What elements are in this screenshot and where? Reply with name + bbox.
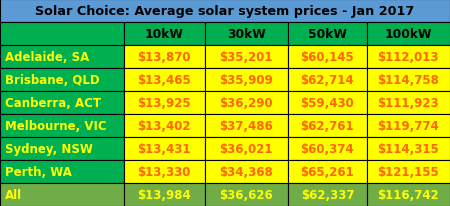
Text: $114,758: $114,758 [378,74,439,87]
Text: 10kW: 10kW [145,28,184,41]
Bar [0,69,124,91]
Bar [124,137,205,160]
Text: $36,626: $36,626 [220,188,273,201]
Text: $111,923: $111,923 [378,97,439,109]
Bar [0,160,124,183]
Bar [288,115,367,137]
Text: $36,021: $36,021 [220,142,273,155]
Text: $35,909: $35,909 [220,74,273,87]
Bar [367,46,450,69]
Bar [124,69,205,91]
Bar [367,115,450,137]
Bar [288,183,367,206]
Text: $62,337: $62,337 [301,188,354,201]
Bar [205,91,288,115]
Bar [367,23,450,46]
Text: $114,315: $114,315 [378,142,439,155]
Bar [205,115,288,137]
Bar [367,91,450,115]
Text: $13,925: $13,925 [137,97,191,109]
Text: 100kW: 100kW [385,28,432,41]
Bar [205,23,288,46]
Text: Perth, WA: Perth, WA [5,165,72,178]
Bar [367,160,450,183]
Bar [288,160,367,183]
Bar [288,46,367,69]
Bar [0,91,124,115]
Bar [124,160,205,183]
Bar [124,183,205,206]
Bar [124,115,205,137]
Text: Sydney, NSW: Sydney, NSW [5,142,93,155]
Text: $13,984: $13,984 [137,188,191,201]
Text: $13,870: $13,870 [138,51,191,64]
Text: $13,402: $13,402 [138,119,191,132]
Text: All: All [5,188,22,201]
Bar [367,183,450,206]
Bar [0,0,450,23]
Text: $119,774: $119,774 [378,119,439,132]
Text: $13,465: $13,465 [137,74,191,87]
Text: Solar Choice: Average solar system prices - Jan 2017: Solar Choice: Average solar system price… [36,5,414,18]
Bar [367,137,450,160]
Text: $60,374: $60,374 [301,142,354,155]
Bar [124,91,205,115]
Text: 50kW: 50kW [308,28,347,41]
Text: $13,431: $13,431 [138,142,191,155]
Bar [205,46,288,69]
Bar [0,46,124,69]
Text: $112,013: $112,013 [378,51,439,64]
Text: $116,742: $116,742 [378,188,439,201]
Text: $13,330: $13,330 [138,165,191,178]
Bar [288,91,367,115]
Text: Adelaide, SA: Adelaide, SA [5,51,90,64]
Text: 30kW: 30kW [227,28,266,41]
Bar [205,69,288,91]
Bar [205,183,288,206]
Text: Melbourne, VIC: Melbourne, VIC [5,119,107,132]
Bar [124,23,205,46]
Bar [288,23,367,46]
Text: $35,201: $35,201 [220,51,273,64]
Bar [205,160,288,183]
Text: $59,430: $59,430 [301,97,354,109]
Bar [0,115,124,137]
Bar [0,137,124,160]
Bar [0,183,124,206]
Bar [288,69,367,91]
Text: $62,761: $62,761 [301,119,354,132]
Bar [0,23,124,46]
Bar [205,137,288,160]
Text: $36,290: $36,290 [220,97,273,109]
Text: $34,368: $34,368 [220,165,273,178]
Text: $65,261: $65,261 [301,165,354,178]
Text: $37,486: $37,486 [220,119,273,132]
Bar [367,69,450,91]
Text: Brisbane, QLD: Brisbane, QLD [5,74,100,87]
Bar [124,46,205,69]
Bar [288,137,367,160]
Text: $121,155: $121,155 [378,165,439,178]
Text: $60,145: $60,145 [301,51,354,64]
Text: Canberra, ACT: Canberra, ACT [5,97,101,109]
Text: $62,714: $62,714 [301,74,354,87]
